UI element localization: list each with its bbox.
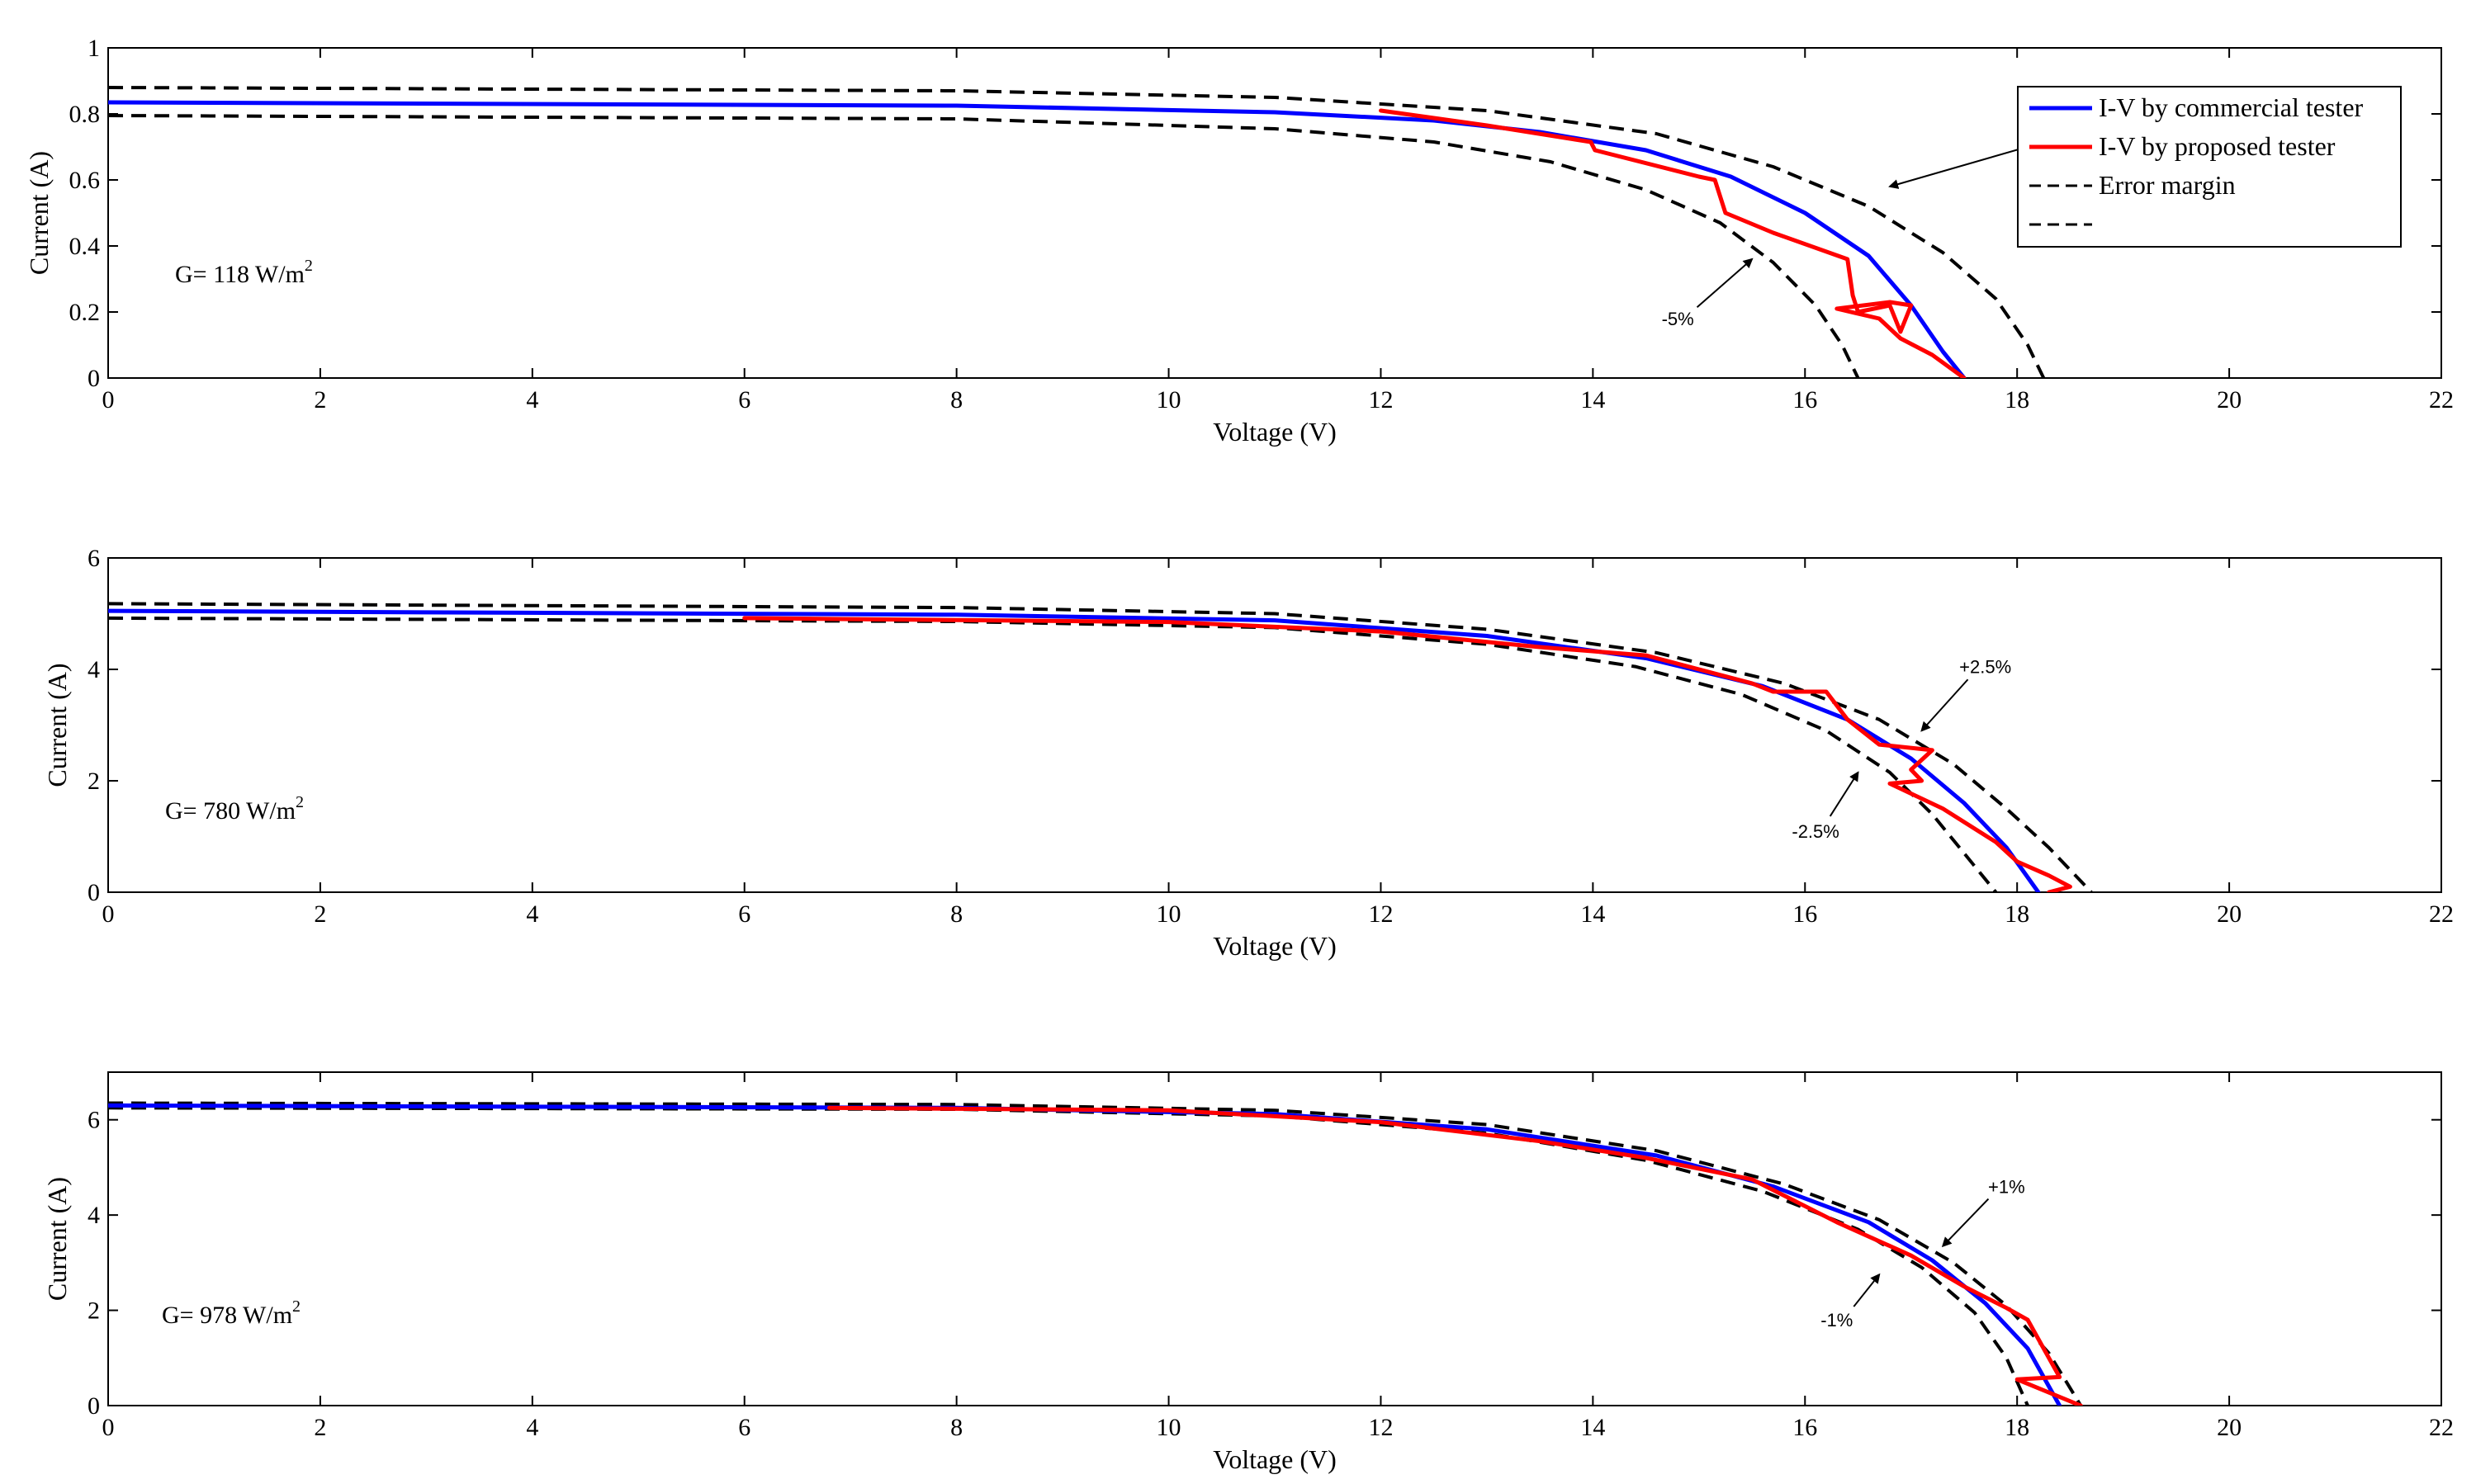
y-tick-label: 2 xyxy=(88,768,100,795)
x-tick-label: 22 xyxy=(2429,386,2454,414)
legend: I-V by commercial tester I-V by proposed … xyxy=(2017,86,2402,248)
x-tick-label: 14 xyxy=(1580,900,1605,928)
irradiance-value: G= 118 W/m xyxy=(175,261,305,288)
x-tick-label: 16 xyxy=(1792,1414,1817,1441)
x-tick-label: 20 xyxy=(2217,386,2242,414)
series-group xyxy=(108,602,2093,892)
irradiance-label: G= 978 W/m2 xyxy=(162,1297,301,1329)
x-axis-label: Voltage (V) xyxy=(1213,931,1337,961)
irradiance-unit-exponent: 2 xyxy=(292,1297,301,1316)
irradiance-label: G= 780 W/m2 xyxy=(165,793,304,825)
y-tick-label: 0 xyxy=(88,879,100,906)
x-tick-label: 2 xyxy=(314,1414,326,1441)
series-group xyxy=(108,86,2046,378)
x-tick-label: 14 xyxy=(1580,386,1605,414)
x-tick-label: 18 xyxy=(2005,1414,2029,1441)
y-tick-label: 0.6 xyxy=(69,167,101,194)
series-proposed-tester xyxy=(1379,108,1967,378)
x-tick-label: 20 xyxy=(2217,900,2242,928)
x-tick-label: 0 xyxy=(102,386,115,414)
series-error-margin-lower xyxy=(108,114,1860,378)
x-tick-label: 22 xyxy=(2429,900,2454,928)
series-proposed-tester xyxy=(742,616,2072,892)
irradiance-unit-exponent: 2 xyxy=(305,257,313,275)
plot-frame xyxy=(107,557,2442,893)
legend-box xyxy=(2017,86,2402,248)
x-tick-label: 4 xyxy=(526,386,538,414)
x-tick-label: 22 xyxy=(2429,1414,2454,1441)
y-tick-label: 0 xyxy=(88,365,100,392)
y-tick-label: 4 xyxy=(88,1202,100,1229)
x-tick-label: 10 xyxy=(1157,1414,1181,1441)
annotation-label: -2.5% xyxy=(1792,821,1839,842)
annotation-arrow xyxy=(1829,771,1859,817)
chart-panel-1: 0 2 4 6 8 10 12 14 16 18 20 22 0 0.2 0.4 0.6 0.8 1 Voltage… xyxy=(24,35,2454,447)
x-tick-label: 6 xyxy=(738,1414,750,1441)
y-tick-label: 4 xyxy=(88,656,100,683)
annotation-arrow xyxy=(1920,678,1969,732)
irradiance-value: G= 780 W/m xyxy=(165,797,296,825)
y-tick-label: 0.4 xyxy=(69,233,101,260)
y-axis-label: Current (A) xyxy=(42,1177,72,1301)
series-proposed-tester xyxy=(827,1105,2083,1406)
series-error-margin-lower xyxy=(108,1106,2029,1406)
x-tick-label: 8 xyxy=(950,1414,963,1441)
annotation-arrow xyxy=(1696,258,1754,309)
y-axis-label: Current (A) xyxy=(42,663,72,787)
x-tick-label: 6 xyxy=(738,386,750,414)
x-tick-label: 12 xyxy=(1368,900,1393,928)
x-tick-label: 0 xyxy=(102,900,115,928)
chart-panel-2: 0 2 4 6 8 10 12 14 16 18 20 22 0 2 4 6 Voltage (V) Curren… xyxy=(42,545,2454,961)
x-tick-label: 6 xyxy=(738,900,750,928)
annotation-arrow xyxy=(1941,1198,1990,1248)
y-axis-label: Current (A) xyxy=(24,151,54,275)
legend-label: I-V by commercial tester xyxy=(2099,92,2364,122)
y-tick-label: 2 xyxy=(88,1297,100,1325)
series-group xyxy=(108,1101,2083,1406)
y-tick-label: 0.8 xyxy=(69,101,101,128)
y-tick-label: 0.2 xyxy=(69,299,101,326)
x-tick-label: 12 xyxy=(1368,1414,1393,1441)
x-tick-label: 0 xyxy=(102,1414,115,1441)
x-tick-label: 12 xyxy=(1368,386,1393,414)
x-tick-label: 16 xyxy=(1792,386,1817,414)
y-tick-label: 6 xyxy=(88,1107,100,1134)
chart-panel-3: 0 2 4 6 8 10 12 14 16 18 20 22 0 2 4 6 Voltage (V) Curren… xyxy=(42,1071,2454,1474)
x-tick-label: 8 xyxy=(950,386,963,414)
x-tick-label: 10 xyxy=(1157,386,1181,414)
x-tick-label: 8 xyxy=(950,900,963,928)
irradiance-value: G= 978 W/m xyxy=(162,1302,292,1329)
x-tick-label: 4 xyxy=(526,900,538,928)
x-axis-label: Voltage (V) xyxy=(1213,417,1337,447)
series-commercial-tester xyxy=(108,100,1967,378)
y-tick-label: 1 xyxy=(88,35,100,62)
series-error-margin-upper xyxy=(108,86,2046,378)
x-tick-label: 18 xyxy=(2005,386,2029,414)
x-axis-label: Voltage (V) xyxy=(1213,1444,1337,1474)
annotation-label: -1% xyxy=(1820,1310,1853,1330)
annotation-arrow xyxy=(1853,1273,1881,1307)
x-tick-label: 2 xyxy=(314,900,326,928)
plot-frame xyxy=(107,1071,2442,1406)
x-tick-label: 14 xyxy=(1580,1414,1605,1441)
series-error-margin-lower xyxy=(108,616,1998,892)
legend-label: I-V by proposed tester xyxy=(2099,131,2336,161)
x-tick-label: 4 xyxy=(526,1414,538,1441)
annotation-label: +1% xyxy=(1988,1177,2025,1198)
irradiance-unit-exponent: 2 xyxy=(296,793,304,811)
x-tick-label: 18 xyxy=(2005,900,2029,928)
legend-label: Error margin xyxy=(2099,170,2236,200)
y-tick-label: 0 xyxy=(88,1392,100,1420)
y-tick-label: 6 xyxy=(88,545,100,572)
x-tick-label: 20 xyxy=(2217,1414,2242,1441)
annotation-label: +2.5% xyxy=(1959,657,2011,678)
annotation-label: -5% xyxy=(1662,309,1694,329)
x-tick-label: 16 xyxy=(1792,900,1817,928)
x-tick-label: 2 xyxy=(314,386,326,414)
x-tick-label: 10 xyxy=(1157,900,1181,928)
irradiance-label: G= 118 W/m2 xyxy=(175,257,313,288)
